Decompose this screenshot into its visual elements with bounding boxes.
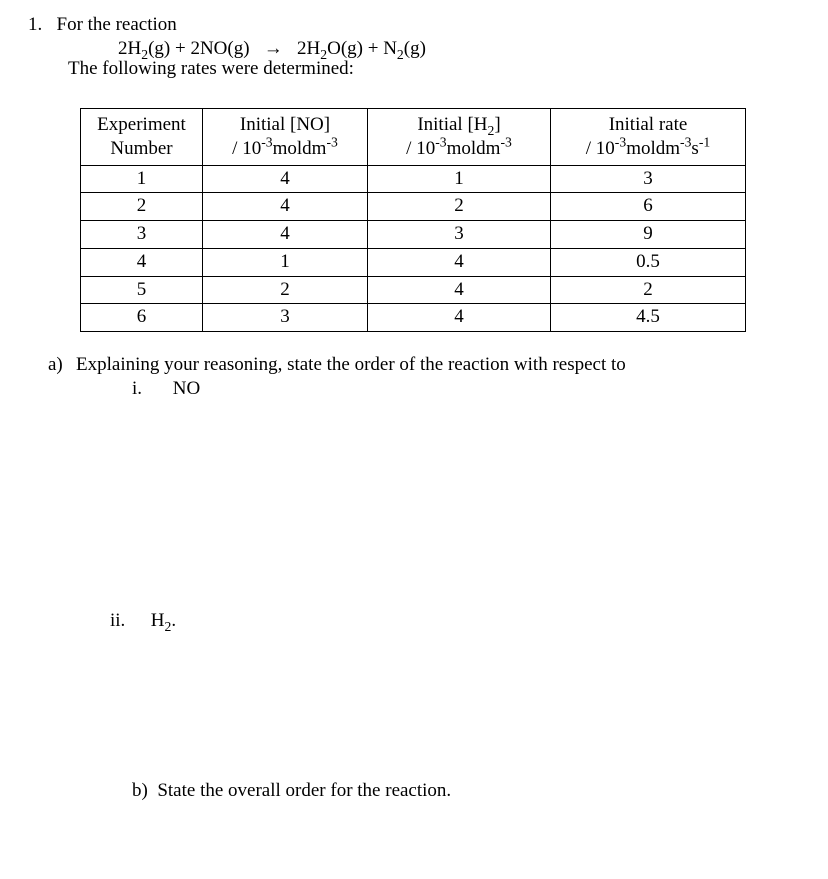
cell-exp: 5: [81, 276, 203, 304]
table-row: 3 4 3 9: [81, 221, 746, 249]
table-row: 5 2 4 2: [81, 276, 746, 304]
cell-no: 4: [203, 165, 368, 193]
header-experiment: ExperimentNumber: [81, 109, 203, 166]
cell-h2: 4: [368, 248, 551, 276]
cell-h2: 2: [368, 193, 551, 221]
cell-rate: 9: [551, 221, 746, 249]
cell-no: 4: [203, 221, 368, 249]
part-b-label: b): [132, 780, 148, 801]
table-row: 2 4 2 6: [81, 193, 746, 221]
rates-table: ExperimentNumber Initial [NO]/ 10-3moldm…: [80, 108, 746, 332]
cell-rate: 0.5: [551, 248, 746, 276]
header-h2: Initial [H2]/ 10-3moldm-3: [368, 109, 551, 166]
part-a-ii: ii. H2.: [28, 610, 800, 632]
cell-h2: 3: [368, 221, 551, 249]
table-row: 1 4 1 3: [81, 165, 746, 193]
cell-no: 1: [203, 248, 368, 276]
cell-h2: 4: [368, 276, 551, 304]
table-row: 4 1 4 0.5: [81, 248, 746, 276]
cell-h2: 4: [368, 304, 551, 332]
rates-table-container: ExperimentNumber Initial [NO]/ 10-3moldm…: [80, 108, 800, 332]
cell-exp: 2: [81, 193, 203, 221]
part-a-label: a): [48, 354, 76, 376]
part-a-i-label: i.: [132, 378, 168, 400]
header-no: Initial [NO]/ 10-3moldm-3: [203, 109, 368, 166]
part-a-ii-label: ii.: [110, 610, 146, 632]
cell-no: 4: [203, 193, 368, 221]
intro-text: For the reaction: [57, 14, 177, 35]
cell-rate: 3: [551, 165, 746, 193]
question-number: 1.: [28, 14, 42, 35]
cell-no: 3: [203, 304, 368, 332]
part-a-ii-text: H2.: [151, 610, 176, 631]
cell-rate: 2: [551, 276, 746, 304]
cell-exp: 6: [81, 304, 203, 332]
header-rate: Initial rate/ 10-3moldm-3s-1: [551, 109, 746, 166]
part-b-text: State the overall order for the reaction…: [157, 780, 451, 801]
cell-h2: 1: [368, 165, 551, 193]
table-row: 6 3 4 4.5: [81, 304, 746, 332]
reaction-equation: 2H2(g) + 2NO(g) → 2H2O(g) + N2(g): [28, 38, 800, 60]
cell-rate: 6: [551, 193, 746, 221]
part-a-text: Explaining your reasoning, state the ord…: [76, 354, 626, 375]
following-rates-text: The following rates were determined:: [28, 58, 800, 80]
cell-exp: 3: [81, 221, 203, 249]
cell-rate: 4.5: [551, 304, 746, 332]
cell-no: 2: [203, 276, 368, 304]
table-header-row: ExperimentNumber Initial [NO]/ 10-3moldm…: [81, 109, 746, 166]
part-a-i: i. NO: [28, 378, 800, 400]
cell-exp: 1: [81, 165, 203, 193]
part-a-i-text: NO: [173, 378, 200, 399]
cell-exp: 4: [81, 248, 203, 276]
part-a: a)Explaining your reasoning, state the o…: [28, 354, 800, 376]
question-intro-line: 1. For the reaction: [28, 14, 800, 36]
part-b: b) State the overall order for the react…: [28, 780, 800, 802]
